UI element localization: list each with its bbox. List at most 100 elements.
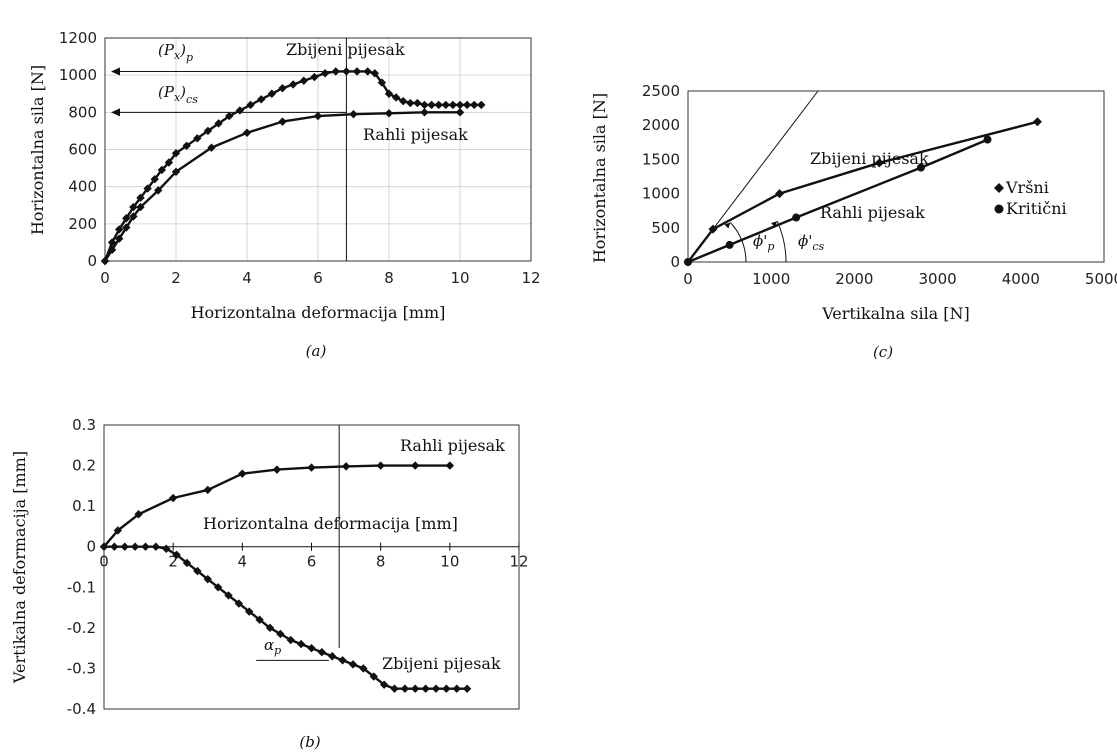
data-point	[162, 544, 171, 553]
y-tick-label: 1500	[642, 150, 680, 168]
data-point	[235, 106, 245, 115]
data-point	[154, 186, 163, 195]
chart-c-plot-area	[687, 90, 1105, 263]
data-point	[99, 542, 109, 551]
data-point	[203, 126, 213, 136]
data-point	[352, 67, 362, 76]
data-point	[182, 558, 192, 568]
y-tick-label: 2500	[642, 82, 680, 100]
data-point	[122, 223, 131, 232]
data-point	[110, 542, 119, 551]
data-point	[420, 108, 429, 117]
data-point	[100, 256, 110, 266]
data-point	[431, 684, 441, 693]
data-point	[916, 163, 925, 172]
data-point	[245, 607, 254, 616]
data-point	[224, 591, 233, 600]
data-point	[400, 684, 410, 693]
data-point	[874, 158, 884, 168]
data-point	[792, 213, 801, 222]
data-point	[286, 635, 295, 645]
y-tick-label: 0.2	[72, 457, 96, 475]
data-point	[107, 245, 117, 255]
y-tick-label: 2000	[642, 116, 680, 134]
y-tick-label: 500	[651, 219, 680, 237]
data-point	[171, 167, 181, 176]
data-point	[462, 684, 472, 693]
x-tick-label: 6	[313, 269, 323, 287]
cs-arrow-head	[111, 108, 120, 117]
data-point	[130, 542, 140, 551]
data-point	[288, 80, 298, 89]
y-tick-label: 0	[86, 538, 96, 556]
x-tick-label: 0	[99, 553, 109, 571]
data-point	[421, 684, 430, 693]
data-point	[445, 461, 455, 470]
legend-label-vrsni: Vršni	[1005, 178, 1049, 197]
data-point	[296, 639, 306, 649]
data-point	[207, 143, 216, 152]
data-point	[122, 214, 131, 223]
y-tick-label: 0.3	[72, 416, 96, 434]
data-point	[391, 93, 401, 102]
y-tick-label: 600	[68, 141, 97, 159]
chart-a-x-ticks: 0 2 4 6 8 10 12	[100, 269, 540, 287]
data-point	[462, 100, 472, 110]
data-point	[136, 202, 145, 212]
data-point	[406, 98, 415, 108]
data-point	[452, 684, 461, 693]
data-point	[983, 135, 992, 144]
x-tick-label: 12	[521, 269, 540, 287]
data-point	[348, 660, 358, 669]
data-point	[182, 141, 191, 150]
chart-c-series	[683, 117, 1042, 267]
data-point	[684, 258, 692, 266]
x-tick-label: 2000	[835, 270, 873, 288]
phi-cs-arc	[776, 220, 787, 263]
data-point	[267, 89, 277, 98]
x-tick-label: 8	[384, 269, 394, 287]
data-point	[136, 193, 145, 203]
chart-c-y-ticks: 0 500 1000 1500 2000 2500	[642, 82, 680, 271]
chart-c-x-label: Vertikalna sila [N]	[821, 304, 970, 323]
y-tick-label: 1000	[59, 66, 97, 84]
data-point	[448, 100, 458, 110]
chart-b: 0.30.20.10-0.1-0.2-0.3-0.4 0 2 4 6 8 10 12 Rah…	[10, 416, 529, 751]
chart-a-y-ticks: 0 200 400 600 800 1000 1200	[59, 29, 97, 270]
data-point	[379, 680, 389, 689]
chart-b-inner-x-label: Horizontalna deformacija [mm]	[203, 514, 458, 533]
chart-c-dense-label: Zbijeni pijesak	[810, 149, 929, 168]
chart-c: 0 500 1000 1500 2000 2500 0 1000 2000 3000 4000 50…	[590, 82, 1117, 361]
x-tick-label: 4	[238, 553, 248, 571]
x-tick-label: 10	[440, 553, 459, 571]
data-point	[265, 623, 275, 633]
chart-b-x-axis: 0 2 4 6 8 10 12	[99, 542, 529, 571]
chart-b-series	[99, 461, 472, 693]
y-tick-label: 0	[670, 253, 680, 271]
x-tick-label: 2	[168, 553, 178, 571]
chart-c-y-label: Horizontalna sila [N]	[590, 93, 609, 263]
y-tick-label: 0.1	[72, 497, 96, 515]
x-tick-label: 2	[171, 269, 181, 287]
series-line-loose	[103, 464, 450, 548]
chart-a: 0 200 400 600 800 1000 1200 0 2 4 6 8 10 12 (Px)p (P…	[28, 29, 541, 360]
data-point	[234, 599, 244, 608]
y-tick-label: -0.2	[67, 619, 96, 637]
data-point	[171, 149, 181, 158]
data-point	[141, 542, 150, 551]
phi-p-arc-head	[724, 222, 731, 229]
data-point	[203, 574, 212, 584]
chart-b-alpha-label: αp	[264, 636, 281, 657]
data-point	[307, 643, 316, 653]
data-point	[157, 165, 166, 175]
y-tick-label: 0	[87, 252, 97, 270]
data-point	[307, 463, 316, 472]
data-point	[376, 461, 385, 470]
chart-a-series	[100, 67, 486, 266]
chart-c-phi-cs-label: ϕ'cs	[798, 232, 825, 253]
chart-a-loose-label: Rahli pijesak	[363, 125, 468, 144]
data-point	[313, 111, 323, 121]
chart-c-phi-p-label: ϕ'p	[753, 232, 774, 253]
chart-b-loose-label: Rahli pijesak	[400, 436, 505, 455]
